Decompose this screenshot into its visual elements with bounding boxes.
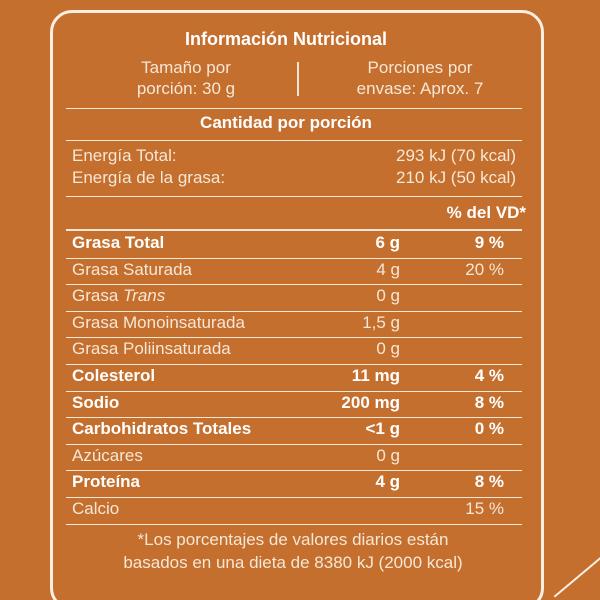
nutrient-amount: 4 g	[376, 259, 400, 279]
energy-value: 293 kJ (70 kcal)	[396, 146, 516, 165]
nutrient-amount: 11 mg	[351, 366, 400, 385]
footnote: basados en una dieta de 8380 kJ (2000 kc…	[123, 553, 463, 572]
energy-label: Energía Total:	[72, 146, 177, 165]
footnote: *Los porcentajes de valores diarios está…	[137, 530, 449, 549]
nutrient-amount: 0 g	[376, 339, 400, 359]
nutrient-name-text: Azúcares	[72, 445, 143, 465]
title: Información Nutricional	[184, 29, 388, 49]
rule	[66, 523, 522, 525]
serving-size: porción: 30 g	[136, 79, 236, 98]
rule	[66, 310, 522, 312]
rule	[66, 284, 522, 286]
servings: envase: Aprox. 7	[356, 79, 484, 98]
servings: Porciones por	[367, 58, 473, 77]
dv-header: % del VD*	[446, 203, 526, 222]
rule	[66, 364, 522, 365]
nutrient-name-text: Proteína	[72, 472, 141, 492]
nutrient-amount: 0 g	[376, 445, 400, 465]
nutrient-name-text: Colesterol	[72, 366, 156, 385]
rule	[66, 229, 522, 231]
nutrient-name: Grasa Total	[72, 233, 164, 253]
nutrient-name-text: Sodio	[72, 392, 120, 412]
nutrient-dv: 15 %	[465, 499, 504, 518]
nutrient-name: Colesterol	[72, 366, 155, 386]
rule	[66, 337, 522, 339]
nutrient-amount: 200 mg	[341, 392, 400, 412]
nutrient-name: Grasa Poliinsaturada	[72, 339, 231, 359]
nutrient-name: Proteína	[72, 472, 140, 492]
nutrient-amount: <1 g	[365, 419, 401, 439]
nutrient-amount: 1,5 g	[362, 312, 400, 332]
nutrient-name-text: Calcio	[72, 499, 120, 518]
energy-label: Energía de la grasa:	[72, 168, 226, 187]
nutrient-dv: 9 %	[474, 233, 504, 252]
nutrient-dv: 0 %	[474, 419, 504, 439]
nutrient-amount: 6 g	[375, 233, 400, 252]
nutrient-name-text: Grasa	[72, 286, 119, 306]
nutrient-name-text: Grasa Monoinsaturada	[72, 312, 245, 332]
nutrient-name-text: Carbohidratos Totales	[72, 419, 252, 439]
rule	[66, 108, 522, 109]
rule	[66, 417, 522, 419]
rule	[66, 196, 522, 197]
label-panel	[50, 10, 544, 600]
nutrient-name-text: Grasa Saturada	[72, 259, 193, 279]
serving-size: Tamaño por	[141, 58, 231, 77]
nutrient-name: Sodio	[72, 393, 119, 413]
nutrient-dv: 8 %	[474, 392, 504, 412]
nutrient-name: Calcio	[72, 499, 119, 519]
nutrient-name: Carbohidratos Totales	[72, 419, 251, 439]
nutrient-name-italic: Trans	[123, 286, 166, 306]
nutrient-name: Grasa Monoinsaturada	[72, 313, 245, 333]
nutrient-name-text: Grasa Total	[72, 233, 165, 252]
rule	[66, 443, 522, 445]
decor	[553, 544, 600, 598]
rule	[66, 390, 522, 392]
nutrient-dv: 20 %	[465, 259, 504, 279]
rule	[66, 257, 522, 259]
rule	[66, 140, 522, 141]
nutrient-dv: 8 %	[474, 472, 504, 492]
divider	[297, 62, 299, 96]
nutrient-name: Grasa Trans	[72, 286, 165, 306]
amount-header: Cantidad por porción	[200, 113, 372, 132]
nutrient-name: Grasa Saturada	[72, 260, 192, 280]
nutrient-dv: 4 %	[474, 366, 504, 385]
nutrient-amount: 4 g	[375, 472, 400, 492]
nutrient-name: Azúcares	[72, 446, 143, 466]
rule	[66, 470, 522, 472]
energy-value: 210 kJ (50 kcal)	[396, 168, 516, 187]
nutrient-name-text: Grasa Poliinsaturada	[72, 339, 231, 359]
rule	[66, 497, 522, 498]
nutrient-amount: 0 g	[376, 286, 400, 306]
